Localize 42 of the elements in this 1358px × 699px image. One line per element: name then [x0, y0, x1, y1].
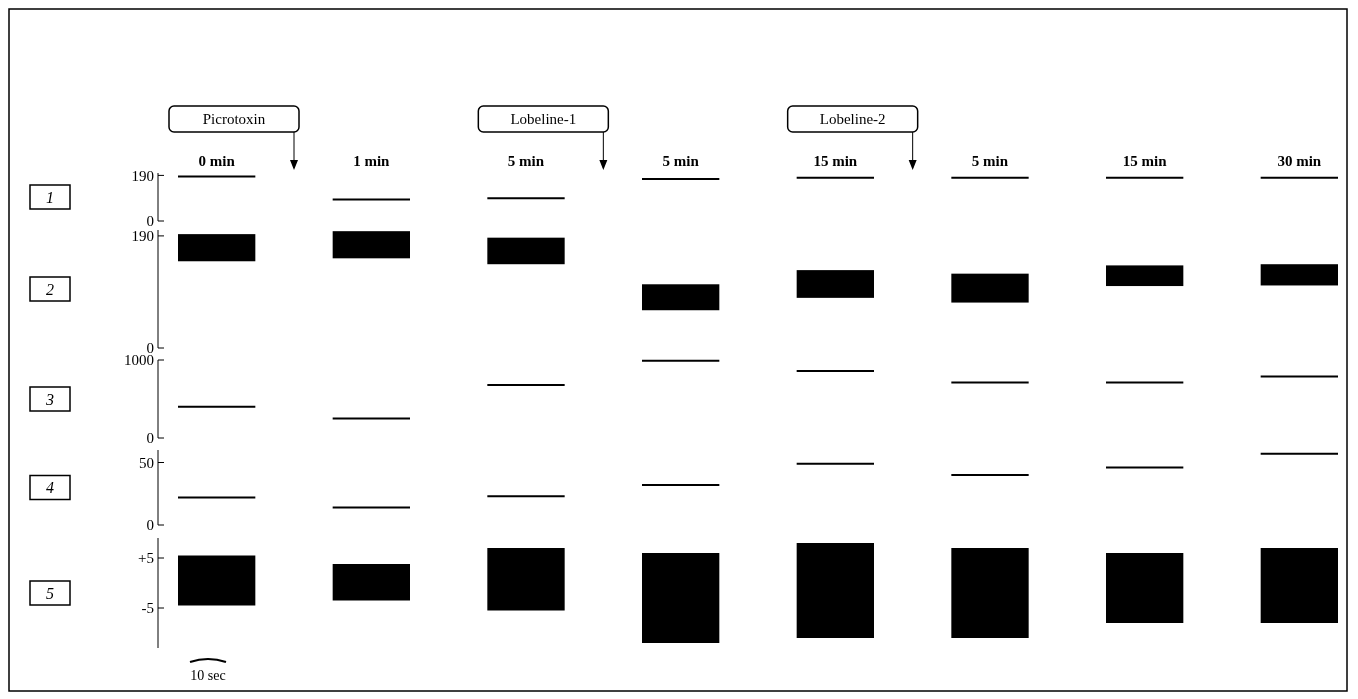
- x-tick-label: 0 min: [198, 153, 236, 169]
- text: Lobeline-2: [819, 111, 886, 128]
- bar: [332, 231, 410, 259]
- bar: [642, 553, 720, 643]
- bar: [796, 270, 874, 298]
- bar: [796, 543, 874, 638]
- bar: [487, 237, 565, 265]
- bar: [1106, 553, 1184, 623]
- y-tick-label: 190: [131, 167, 154, 184]
- x-tick-label: 5 min: [971, 153, 1009, 169]
- text: Picrotoxin: [202, 111, 266, 128]
- bar: [642, 284, 720, 311]
- y-tick-label: 190: [131, 228, 154, 245]
- y-tick-label: 0: [146, 430, 154, 447]
- x-tick-label: 1 min: [353, 153, 391, 169]
- bar: [1260, 548, 1338, 623]
- bar: [178, 234, 256, 262]
- bar: [178, 555, 256, 606]
- y-axis-title: 5: [46, 584, 54, 602]
- bar: [332, 564, 410, 601]
- y-tick-label: 0: [146, 213, 154, 230]
- x-tick-label: 15 min: [813, 153, 858, 169]
- y-tick-label: 0: [146, 517, 154, 534]
- bar: [1106, 265, 1184, 287]
- x-tick-label: 30 min: [1277, 153, 1322, 169]
- y-tick-label: +5: [138, 550, 154, 567]
- y-tick-label: -5: [141, 600, 154, 617]
- y-axis-title: 2: [46, 280, 54, 298]
- y-axis-title: 4: [46, 479, 54, 497]
- bar: [951, 548, 1029, 638]
- y-tick-label: 50: [139, 454, 154, 471]
- bar: [487, 548, 565, 611]
- bar: [951, 273, 1029, 303]
- x-tick-label: 5 min: [507, 153, 545, 169]
- y-axis-title: 1: [46, 188, 54, 206]
- y-axis-title: 3: [45, 390, 54, 408]
- text: Lobeline-1: [510, 111, 577, 128]
- x-tick-label: 5 min: [662, 153, 700, 169]
- x-tick-label: 15 min: [1122, 153, 1168, 169]
- text: 10 sec: [190, 668, 226, 683]
- y-tick-label: 1000: [124, 352, 154, 369]
- bar: [1260, 264, 1338, 286]
